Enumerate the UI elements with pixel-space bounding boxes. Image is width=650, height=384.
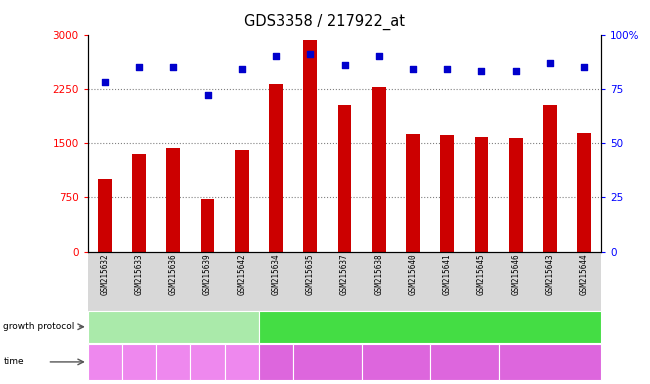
Bar: [440, 135, 454, 252]
Point: [168, 64, 179, 70]
Text: GDS3358 / 217922_at: GDS3358 / 217922_at: [244, 13, 406, 30]
Point: [408, 66, 418, 72]
Bar: [201, 199, 214, 252]
Bar: [269, 84, 283, 252]
Bar: [98, 179, 112, 252]
Text: 1 month: 1 month: [307, 357, 348, 367]
Point: [134, 64, 144, 70]
Bar: [509, 138, 523, 252]
Point: [202, 92, 213, 98]
Point: [545, 60, 555, 66]
Bar: [166, 148, 180, 252]
Text: control: control: [154, 322, 192, 332]
Text: 1
month: 1 month: [161, 352, 186, 372]
Point: [442, 66, 452, 72]
Bar: [474, 137, 488, 252]
Bar: [337, 106, 352, 252]
Text: 5
months: 5 months: [193, 352, 222, 372]
Text: 12 months: 12 months: [524, 357, 576, 367]
Bar: [577, 133, 591, 252]
Point: [237, 66, 247, 72]
Text: 3 weeks: 3 weeks: [256, 357, 296, 367]
Text: androgen-deprived: androgen-deprived: [377, 322, 484, 332]
Text: 3
weeks: 3 weeks: [127, 352, 151, 372]
Text: 11 months: 11 months: [438, 357, 491, 367]
Text: 12
months: 12 months: [227, 352, 256, 372]
Bar: [543, 106, 557, 252]
Point: [271, 53, 281, 60]
Point: [99, 79, 110, 85]
Point: [374, 53, 384, 60]
Bar: [406, 134, 420, 252]
Point: [476, 68, 487, 74]
Bar: [132, 154, 146, 252]
Point: [339, 62, 350, 68]
Bar: [372, 87, 385, 252]
Text: 0
weeks: 0 weeks: [93, 352, 117, 372]
Point: [579, 64, 590, 70]
Text: growth protocol: growth protocol: [3, 322, 75, 331]
Bar: [304, 40, 317, 252]
Bar: [235, 150, 249, 252]
Point: [305, 51, 315, 57]
Point: [510, 68, 521, 74]
Text: 5 months: 5 months: [372, 357, 419, 367]
Text: time: time: [3, 358, 24, 366]
